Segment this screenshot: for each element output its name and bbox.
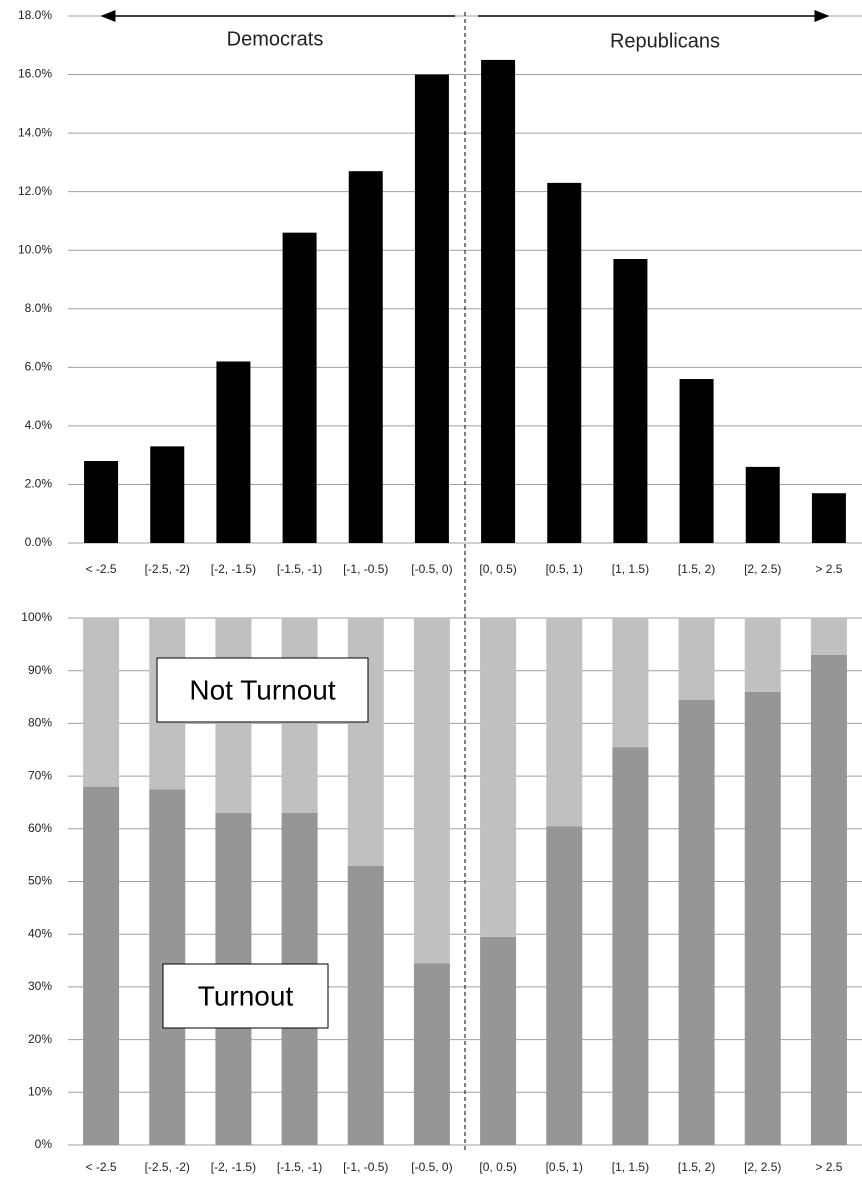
bar-segment: [810, 654, 847, 1145]
y-tick-label: 6.0%: [25, 360, 53, 374]
bar-segment: [612, 618, 649, 748]
bar-segment: [744, 691, 781, 1145]
x-tick-label: [-2.5, -2): [145, 1160, 190, 1174]
x-tick-label: [-1.5, -1): [277, 1160, 322, 1174]
x-tick-label: [0.5, 1): [546, 1160, 583, 1174]
y-tick-label: 60%: [28, 821, 52, 835]
x-tick-label: [-1, -0.5): [343, 1160, 388, 1174]
x-tick-label: [-2.5, -2): [145, 562, 190, 576]
bar: [150, 446, 185, 543]
x-tick-label: [-0.5, 0): [411, 562, 452, 576]
y-tick-label: 80%: [28, 716, 52, 730]
y-tick-label: 18.0%: [18, 8, 52, 22]
y-tick-label: 10.0%: [18, 242, 52, 256]
y-tick-label: 0%: [35, 1137, 53, 1151]
bar: [348, 171, 383, 543]
x-tick-label: [0, 0.5): [479, 1160, 516, 1174]
y-tick-label: 100%: [21, 610, 52, 624]
bar-segment: [413, 618, 450, 964]
y-tick-label: 20%: [28, 1032, 52, 1046]
y-tick-label: 4.0%: [25, 418, 53, 432]
series-label-box: [156, 657, 369, 723]
x-tick-label: > 2.5: [815, 1160, 842, 1174]
x-tick-label: [0.5, 1): [546, 562, 583, 576]
bar: [613, 259, 648, 543]
bar-segment: [546, 618, 583, 827]
x-tick-label: [-2, -1.5): [211, 1160, 256, 1174]
bar: [282, 232, 317, 543]
bar-segment: [480, 936, 517, 1145]
bar-segment: [612, 747, 649, 1145]
series-label: Turnout: [198, 980, 294, 1011]
y-tick-label: 90%: [28, 663, 52, 677]
bar: [547, 182, 582, 543]
bar-segment: [413, 963, 450, 1145]
y-tick-label: 30%: [28, 979, 52, 993]
bar-segment: [83, 618, 120, 787]
y-tick-label: 40%: [28, 926, 52, 940]
x-tick-label: [-1, -0.5): [343, 562, 388, 576]
bar: [414, 74, 449, 544]
x-tick-label: [1.5, 2): [678, 562, 715, 576]
series-label-box: [162, 963, 329, 1029]
x-tick-label: [1, 1.5): [612, 1160, 649, 1174]
x-tick-label: [-0.5, 0): [411, 1160, 452, 1174]
bar-segment: [83, 786, 120, 1145]
y-tick-label: 2.0%: [25, 477, 53, 491]
y-tick-label: 12.0%: [18, 184, 52, 198]
x-tick-label: [-1.5, -1): [277, 562, 322, 576]
bar-segment: [546, 826, 583, 1145]
bar: [216, 361, 251, 543]
bar-segment: [744, 618, 781, 692]
bar-segment: [678, 618, 715, 700]
bar: [679, 379, 714, 543]
y-tick-label: 14.0%: [18, 125, 52, 139]
bar-segment: [480, 618, 517, 937]
y-tick-label: 10%: [28, 1084, 52, 1098]
bar-segment: [347, 618, 384, 866]
bar: [745, 466, 780, 543]
bar-segment: [810, 618, 847, 655]
plots: 0.0% 2.0% 4.0% 6.0% 8.0% 10.0% 12.0% 14.0% 16.0%…: [18, 8, 862, 1174]
x-tick-label: [-2, -1.5): [211, 562, 256, 576]
y-tick-label: 8.0%: [25, 301, 53, 315]
x-tick-label: [2, 2.5): [744, 1160, 781, 1174]
x-tick-label: [1.5, 2): [678, 1160, 715, 1174]
x-tick-label: [1, 1.5): [612, 562, 649, 576]
y-tick-label: 50%: [28, 874, 52, 888]
bar-segment: [347, 865, 384, 1145]
series-label: Not Turnout: [189, 674, 336, 705]
x-tick-label: < -2.5: [86, 1160, 117, 1174]
bar: [811, 493, 846, 543]
annotation: Democrats: [227, 28, 324, 50]
y-tick-label: 0.0%: [25, 535, 53, 549]
annotation: Republicans: [610, 30, 720, 52]
y-tick-label: 70%: [28, 768, 52, 782]
x-tick-label: < -2.5: [86, 562, 117, 576]
x-tick-label: [2, 2.5): [744, 562, 781, 576]
y-tick-label: 16.0%: [18, 67, 52, 81]
bar-segment: [678, 699, 715, 1145]
bar: [84, 461, 119, 543]
x-tick-label: [0, 0.5): [479, 562, 516, 576]
x-tick-label: > 2.5: [815, 562, 842, 576]
bar: [481, 59, 516, 544]
